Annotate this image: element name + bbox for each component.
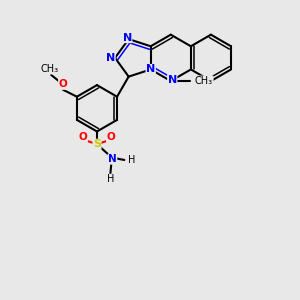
Text: N: N (108, 154, 117, 164)
Text: S: S (93, 139, 101, 149)
Text: O: O (58, 80, 68, 89)
Text: CH₃: CH₃ (40, 64, 59, 74)
Text: N: N (168, 75, 177, 85)
Text: O: O (106, 132, 115, 142)
Text: O: O (79, 132, 87, 142)
Text: H: H (107, 174, 114, 184)
Text: N: N (146, 64, 155, 74)
Text: H: H (128, 155, 135, 165)
Text: CH₃: CH₃ (195, 76, 213, 86)
Text: N: N (106, 53, 115, 63)
Text: N: N (122, 33, 132, 43)
